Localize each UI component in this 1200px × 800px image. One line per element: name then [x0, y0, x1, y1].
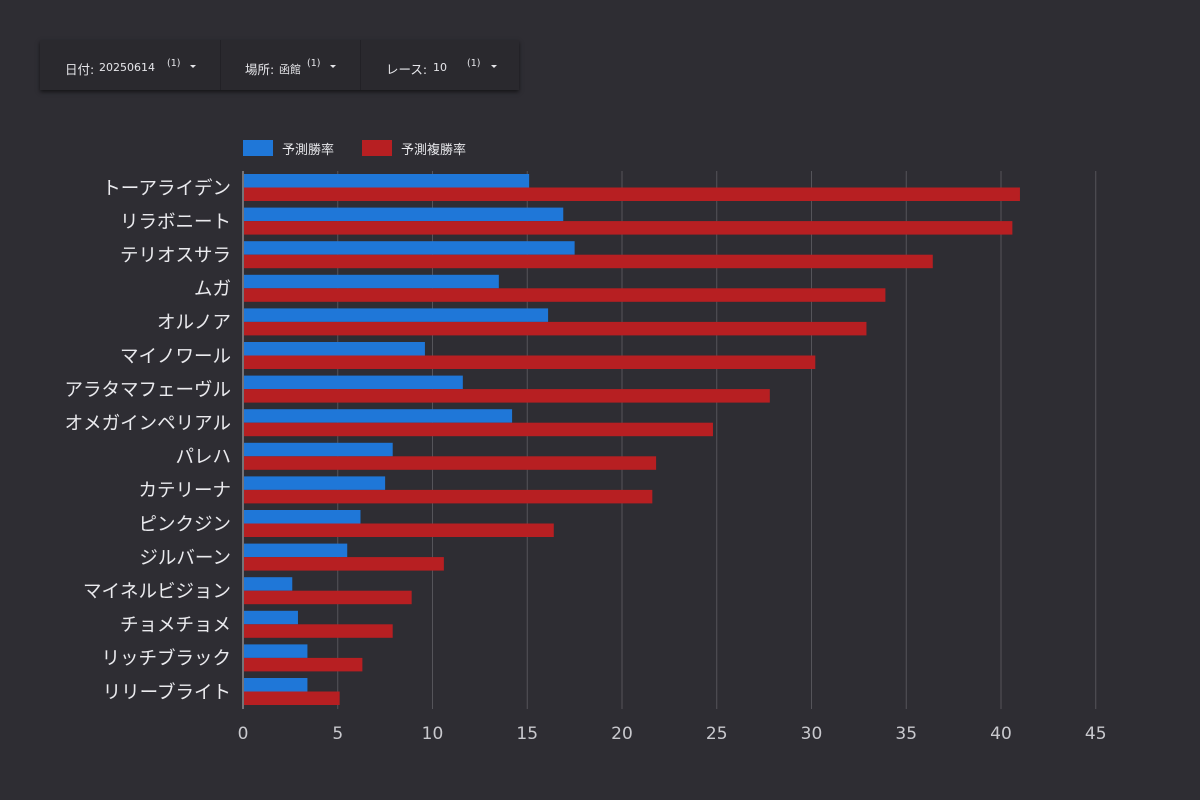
category-label: パレハ	[175, 447, 231, 468]
bar-win-rate	[244, 442, 393, 457]
bar-win-rate	[244, 476, 386, 490]
chevron-down-icon	[491, 65, 497, 68]
race-filter-value: 10	[433, 61, 447, 74]
bar-place-rate	[244, 489, 653, 504]
bar-place-rate	[244, 657, 363, 672]
bar-win-rate	[244, 174, 530, 188]
category-label: オメガインペリアル	[65, 414, 231, 435]
venue-filter-label: 場所:	[245, 62, 275, 77]
bar-place-rate	[244, 288, 886, 302]
race-filter[interactable]: レース: 10 (1)	[361, 40, 519, 90]
legend-item-place-rate[interactable]: 予測複勝率	[362, 140, 467, 158]
x-tick-label: 5	[332, 724, 343, 744]
bar-win-rate	[244, 308, 549, 322]
bar-place-rate	[244, 187, 1020, 201]
category-label: リリーブライト	[103, 681, 231, 703]
bar-win-rate	[244, 274, 499, 289]
category-label: ピンクジン	[138, 514, 231, 535]
race-filter-label: レース:	[386, 62, 428, 77]
bar-win-rate	[244, 241, 575, 255]
category-label: リラボニート	[120, 212, 231, 233]
bar-place-rate	[244, 422, 713, 437]
x-tick-label: 45	[1085, 724, 1107, 744]
date-filter-count: (1)	[167, 58, 181, 69]
bar-place-rate	[244, 557, 444, 571]
race-filter-count: (1)	[467, 58, 481, 69]
venue-filter-value: 函館	[279, 63, 301, 76]
legend-item-win-rate[interactable]: 予測勝率	[243, 140, 335, 158]
bar-win-rate	[244, 678, 308, 692]
bar-win-rate	[244, 409, 513, 423]
bar-place-rate	[244, 254, 933, 269]
legend-swatch-win-rate	[243, 140, 273, 156]
bar-win-rate	[244, 610, 298, 625]
bar-place-rate	[244, 691, 340, 705]
legend-swatch-place-rate	[362, 140, 392, 156]
chevron-down-icon	[330, 65, 336, 68]
bar-win-rate	[244, 207, 564, 222]
chevron-down-icon	[190, 65, 196, 68]
legend-label-place-rate: 予測複勝率	[401, 142, 467, 158]
bar-place-rate	[244, 221, 1013, 235]
bar-place-rate	[244, 624, 393, 638]
bar-win-rate	[244, 644, 308, 658]
bar-place-rate	[244, 321, 867, 336]
bar-win-rate	[244, 543, 348, 558]
x-tick-label: 10	[422, 724, 444, 744]
x-tick-label: 0	[238, 724, 249, 744]
category-label: マイノワール	[120, 346, 231, 367]
category-label: アラタマフェーヴル	[64, 380, 231, 401]
bar-place-rate	[244, 523, 554, 537]
bar-place-rate	[244, 456, 657, 470]
bar-place-rate	[244, 389, 770, 403]
bar-place-rate	[244, 590, 412, 605]
category-label: ジルバーン	[139, 548, 231, 569]
category-label: テリオスサラ	[120, 246, 231, 267]
category-label: トーアライデン	[102, 178, 231, 199]
venue-filter-count: (1)	[307, 58, 321, 69]
x-tick-label: 30	[801, 724, 823, 744]
x-tick-label: 35	[895, 724, 917, 744]
date-filter[interactable]: 日付: 20250614 (1)	[40, 40, 221, 90]
bar-place-rate	[244, 355, 816, 369]
bar-win-rate	[244, 375, 463, 390]
filter-bar: 日付: 20250614 (1) 場所: 函館 (1) レース: 10 (1)	[40, 40, 519, 90]
x-tick-label: 15	[516, 724, 538, 744]
legend-label-win-rate: 予測勝率	[282, 142, 335, 158]
date-filter-value: 20250614	[99, 61, 155, 74]
category-label: リッチブラック	[101, 648, 231, 670]
date-filter-label: 日付:	[65, 62, 95, 77]
bar-win-rate	[244, 342, 425, 356]
category-label: オルノア	[157, 313, 231, 334]
bar-win-rate	[244, 510, 361, 524]
category-label: チョメチョメ	[120, 615, 231, 636]
category-label: マイネルビジョン	[83, 582, 231, 603]
category-label: カテリーナ	[138, 481, 231, 502]
x-tick-label: 25	[706, 724, 728, 744]
bar-win-rate	[244, 577, 293, 591]
x-tick-label: 40	[990, 724, 1012, 744]
category-label: ムガ	[194, 279, 231, 300]
venue-filter[interactable]: 場所: 函館 (1)	[221, 40, 361, 90]
x-tick-label: 20	[611, 724, 633, 744]
